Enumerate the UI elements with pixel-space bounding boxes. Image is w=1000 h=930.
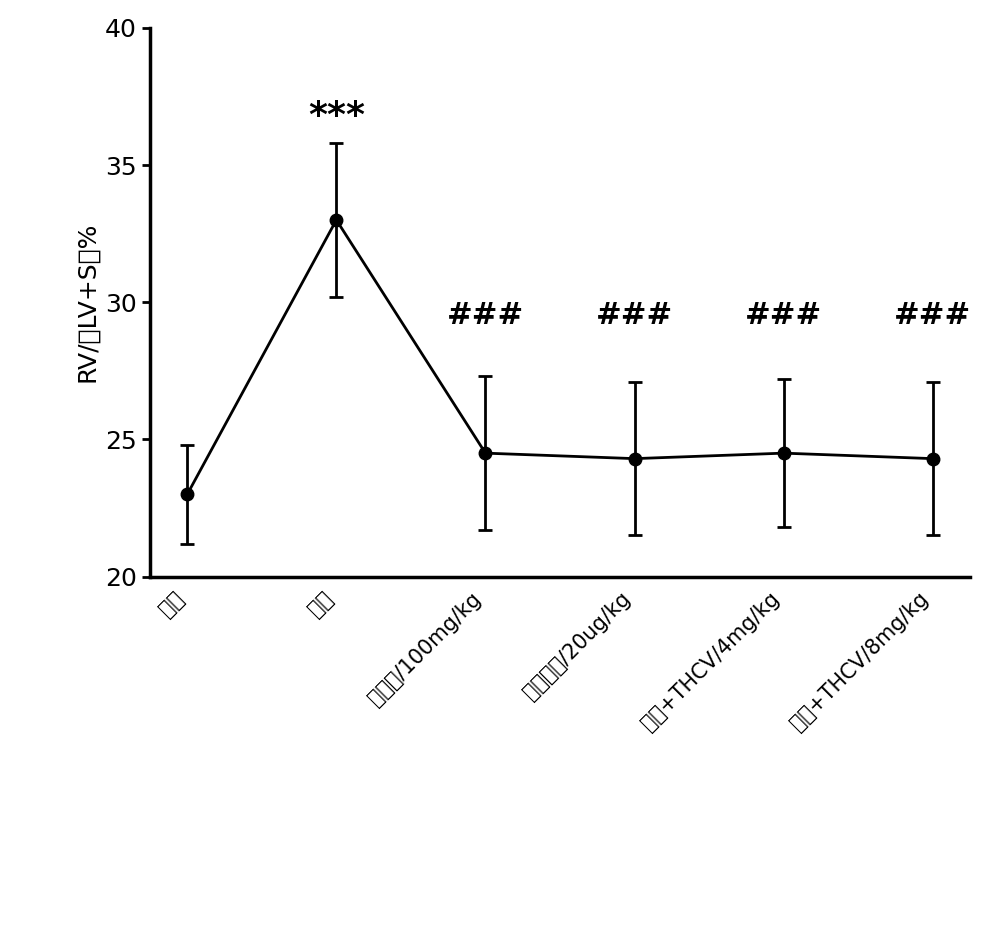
Text: ###: ### — [745, 301, 822, 330]
Text: ###: ### — [447, 301, 524, 330]
Text: ###: ### — [894, 301, 971, 330]
Text: ###: ### — [596, 301, 673, 330]
Text: ***: *** — [308, 99, 365, 133]
Y-axis label: RV/（LV+S）%: RV/（LV+S）% — [75, 222, 99, 382]
